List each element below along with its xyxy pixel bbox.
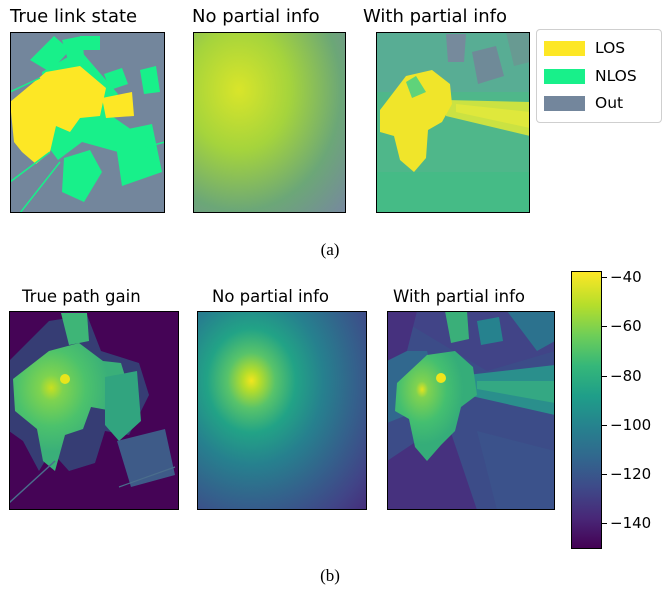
caption-a: (a) (320, 240, 340, 259)
panel-title-true-link-state: True link state (10, 6, 138, 27)
colorbar-tick (601, 424, 607, 426)
legend-swatch-nlos (544, 69, 585, 84)
link-state-legend: LOS NLOS Out (536, 29, 662, 123)
colorbar-tick-label: −60 (610, 317, 642, 336)
panel-title-no-partial-info-a: No partial info (192, 6, 320, 27)
legend-swatch-los (544, 41, 585, 56)
caption-b: (b) (320, 566, 340, 585)
panel-title-no-partial-info-b: No partial info (212, 287, 329, 306)
with-partial-info-path-gain-map (387, 311, 555, 510)
legend-label-los: LOS (595, 39, 626, 57)
panel-title-with-partial-info-a: With partial info (363, 6, 508, 27)
no-partial-info-link-map (193, 32, 346, 213)
path-gain-colorbar (571, 271, 602, 549)
true-path-gain-map (9, 311, 179, 510)
colorbar-tick-label: −80 (610, 366, 642, 385)
colorbar-tick-label: −40 (610, 267, 642, 286)
colorbar-tick (601, 375, 607, 377)
with-partial-info-link-map (376, 32, 530, 213)
legend-label-nlos: NLOS (595, 67, 637, 85)
true-link-state-map (10, 32, 165, 213)
colorbar-tick (601, 276, 607, 278)
colorbar-tick (601, 523, 607, 525)
legend-label-out: Out (595, 94, 624, 112)
panel-title-with-partial-info-b: With partial info (393, 287, 526, 306)
colorbar-tick (601, 326, 607, 328)
panel-title-true-path-gain: True path gain (22, 287, 141, 306)
colorbar-tick-label: −100 (610, 415, 652, 434)
colorbar-tick-label: −140 (610, 514, 652, 533)
colorbar-tick-label: −120 (610, 465, 652, 484)
colorbar-tick (601, 474, 607, 476)
no-partial-info-path-gain-map (197, 311, 367, 510)
legend-swatch-out (544, 96, 585, 111)
